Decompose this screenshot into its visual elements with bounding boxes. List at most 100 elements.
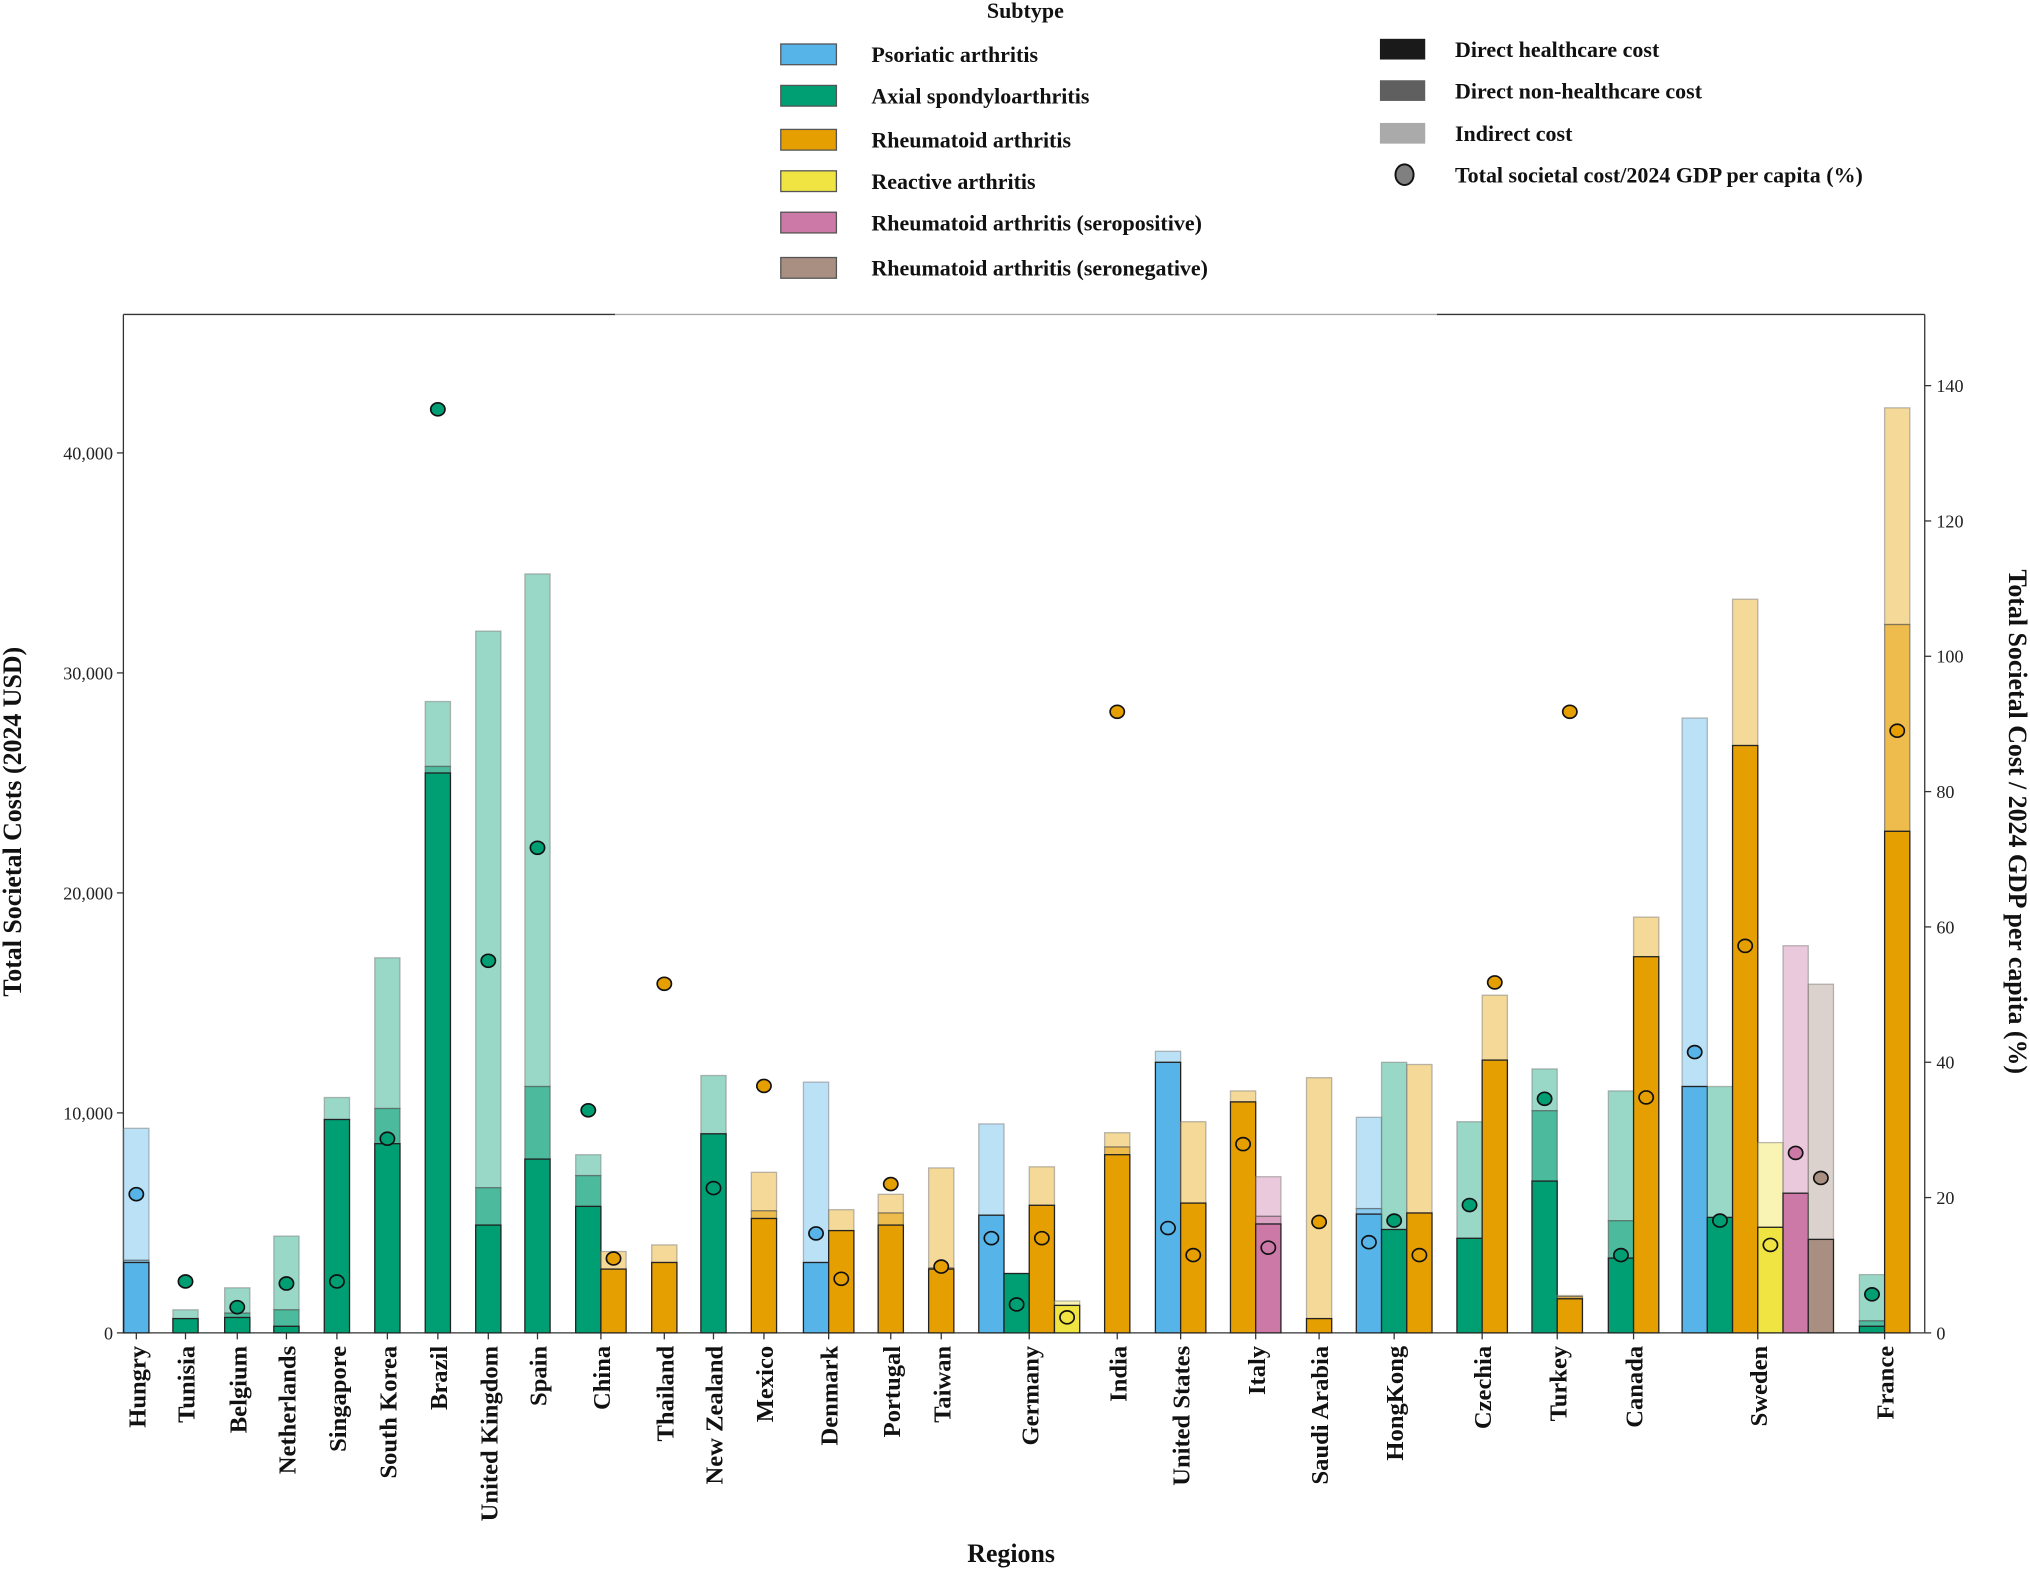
gdp-pct-marker xyxy=(429,402,446,417)
legend-label-axspa: Axial spondyloarthritis xyxy=(871,84,1089,109)
gdp-pct-marker xyxy=(1536,1091,1553,1107)
gdp-pct-marker xyxy=(1411,1247,1428,1263)
x-tick-label: Italy xyxy=(1244,1345,1271,1395)
bar-indirect-cost xyxy=(1481,994,1509,1061)
bar-indirect-cost xyxy=(1632,916,1660,958)
gdp-pct-marker xyxy=(1889,723,1906,739)
x-tick-label: Spain xyxy=(526,1346,553,1406)
bar-indirect-cost xyxy=(1028,1166,1056,1206)
bar-direct-healthcare-cost xyxy=(224,1316,251,1334)
bar-indirect-cost xyxy=(575,1154,602,1177)
x-tick-label: Portugal xyxy=(879,1346,906,1438)
bar-direct-healthcare-cost xyxy=(1681,1085,1708,1334)
bar-indirect-cost xyxy=(323,1096,351,1121)
bar-direct-healthcare-cost xyxy=(1103,1154,1131,1334)
bar-indirect-cost xyxy=(877,1193,905,1214)
gdp-pct-marker xyxy=(1686,1044,1703,1060)
x-tick-label: Tunisia xyxy=(174,1346,201,1423)
gdp-pct-marker xyxy=(1386,1213,1403,1228)
bar-direct-non-healthcare-cost xyxy=(1883,623,1911,832)
x-tick-label: Brazil xyxy=(426,1346,453,1410)
x-tick-label: Czechia xyxy=(1470,1346,1497,1429)
bar-indirect-cost xyxy=(978,1123,1005,1216)
gdp-pct-marker xyxy=(1360,1234,1377,1250)
y-right-tick-label: 60 xyxy=(1936,917,1954,937)
gdp-pct-marker xyxy=(1864,1287,1880,1302)
bar-direct-non-healthcare-cost xyxy=(1858,1320,1886,1327)
legend-swatch-psa xyxy=(780,43,838,66)
bar-indirect-cost xyxy=(1731,598,1759,747)
bar-direct-healthcare-cost xyxy=(802,1261,830,1334)
gdp-pct-marker xyxy=(882,1176,899,1192)
legend-swatch-ra_neg xyxy=(780,256,838,279)
bar-indirect-cost xyxy=(424,700,452,768)
x-tick-label: India xyxy=(1105,1346,1132,1402)
gdp-pct-marker xyxy=(705,1180,722,1196)
bar-indirect-cost xyxy=(1706,1085,1734,1219)
bar-direct-non-healthcare-cost xyxy=(1255,1215,1282,1225)
bar-indirect-cost xyxy=(1154,1050,1182,1063)
bar-direct-non-healthcare-cost xyxy=(877,1212,905,1226)
y-right-tick-label: 80 xyxy=(1936,782,1954,802)
y-tick-label: 20,000 xyxy=(63,883,113,903)
gdp-pct-marker xyxy=(480,953,497,969)
x-axis-label: Regions xyxy=(967,1539,1055,1568)
bar-indirect-cost xyxy=(172,1309,199,1320)
gdp-pct-marker xyxy=(177,1274,194,1289)
x-tick-label: Belgium xyxy=(225,1345,252,1433)
y-right-tick-label: 20 xyxy=(1936,1188,1954,1208)
x-tick-label: Sweden xyxy=(1746,1346,1773,1427)
bar-direct-healthcare-cost xyxy=(1481,1059,1509,1334)
bar-direct-healthcare-cost xyxy=(1706,1216,1734,1334)
gdp-pct-marker xyxy=(1561,704,1578,720)
bar-direct-non-healthcare-cost xyxy=(750,1210,778,1220)
y-right-tick-label: 100 xyxy=(1936,647,1963,667)
legend-swatch-component-0 xyxy=(1379,38,1426,60)
bar-indirect-cost xyxy=(651,1244,678,1264)
x-tick-label: China xyxy=(589,1346,616,1410)
bar-indirect-cost xyxy=(1883,407,1911,626)
bar-indirect-cost xyxy=(1103,1132,1131,1148)
x-tick-label: Germany xyxy=(1017,1345,1044,1445)
gdp-pct-marker xyxy=(1311,1214,1328,1230)
gdp-pct-marker xyxy=(1109,704,1126,720)
y-axis-label: Total Societal Costs (2024 USD) xyxy=(0,647,27,997)
bar-direct-healthcare-cost xyxy=(828,1229,855,1334)
gdp-pct-marker xyxy=(1033,1230,1050,1246)
gdp-pct-marker xyxy=(1260,1240,1277,1255)
bar-direct-healthcare-cost xyxy=(1858,1325,1886,1334)
bar-indirect-cost xyxy=(700,1074,727,1135)
y-right-tick-label: 120 xyxy=(1936,511,1963,531)
gdp-pct-marker xyxy=(128,1186,145,1202)
bar-indirect-cost xyxy=(750,1171,778,1212)
x-tick-label: South Korea xyxy=(375,1346,402,1479)
gdp-pct-marker xyxy=(983,1230,1000,1246)
legend-swatch-rea xyxy=(780,170,838,193)
bar-direct-healthcare-cost xyxy=(323,1118,351,1334)
bar-direct-healthcare-cost xyxy=(1731,744,1759,1334)
y-right-tick-label: 0 xyxy=(1936,1323,1945,1343)
bar-direct-healthcare-cost xyxy=(172,1317,199,1334)
gdp-pct-marker xyxy=(1461,1197,1478,1213)
bar-indirect-cost xyxy=(1681,717,1708,1088)
gdp-pct-marker xyxy=(833,1271,850,1287)
legend-label-ra: Rheumatoid arthritis xyxy=(871,128,1071,153)
x-tick-label: Mexico xyxy=(752,1346,779,1422)
bar-direct-healthcare-cost xyxy=(1380,1228,1408,1334)
gdp-pct-marker xyxy=(1160,1220,1176,1236)
y-right-tick-label: 40 xyxy=(1936,1053,1954,1073)
bar-indirect-cost xyxy=(1456,1121,1483,1239)
bar-indirect-cost xyxy=(1053,1300,1081,1307)
bar-indirect-cost xyxy=(1757,1141,1784,1228)
legend: Subtype Psoriatic arthritis Axial spondyl… xyxy=(780,0,1863,281)
bar-direct-healthcare-cost xyxy=(1456,1237,1483,1334)
bar-indirect-cost xyxy=(1229,1090,1257,1103)
bar-direct-healthcare-cost xyxy=(877,1224,905,1334)
bar-direct-non-healthcare-cost xyxy=(424,765,452,774)
x-tick-label: HongKong xyxy=(1382,1345,1409,1460)
legend-label-rea: Reactive arthritis xyxy=(871,169,1036,194)
gdp-pct-marker xyxy=(1059,1310,1076,1325)
bar-direct-non-healthcare-cost xyxy=(1103,1146,1131,1156)
gdp-pct-marker xyxy=(379,1131,396,1147)
